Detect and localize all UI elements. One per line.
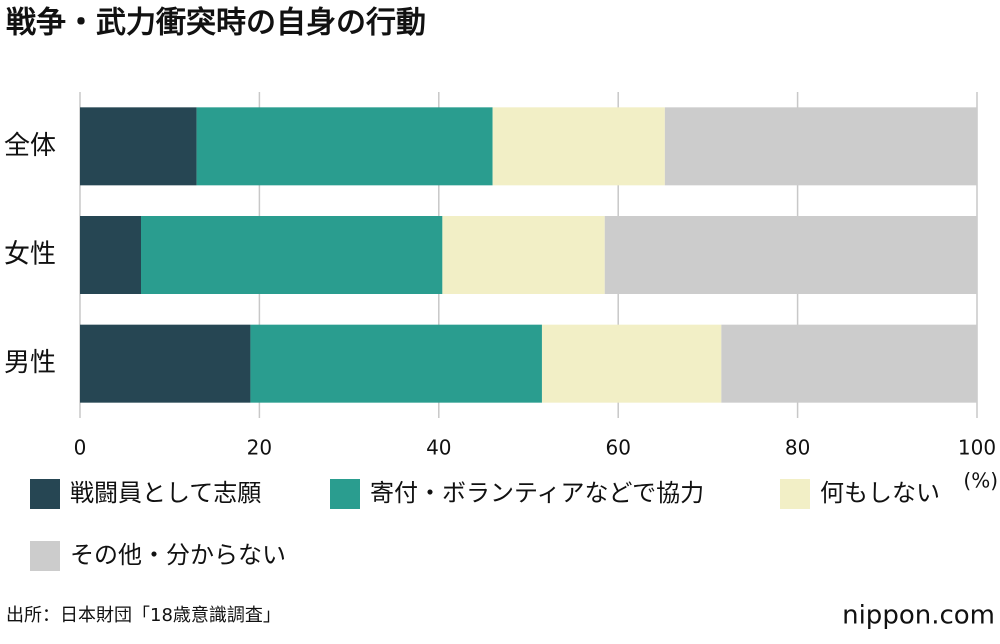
x-tick-label: 0 [74,436,87,460]
bar-segment [492,107,665,186]
bar-segment [541,324,722,403]
bar-segment [80,324,251,403]
bar-segment [442,216,605,294]
x-tick-label: 60 [605,436,630,460]
legend-swatch [780,479,810,509]
bar-segment [604,216,977,294]
x-unit-label: (%) [963,469,998,493]
y-tick-label: 全体 [4,131,56,161]
x-tick-label: 40 [426,436,451,460]
x-tick-label: 80 [785,436,810,460]
legend-label: その他・分からない [70,541,286,569]
legend-swatch [330,479,360,509]
chart-title: 戦争・武力衝突時の自身の行動 [6,6,426,41]
y-tick-label: 女性 [4,240,56,270]
bar-segment [80,216,141,294]
legend-label: 何もしない [820,479,940,507]
bar-segment [721,324,977,403]
x-tick-label: 20 [247,436,272,460]
brand-logo: nippon.com [842,601,995,631]
legend-label: 寄付・ボランティアなどで協力 [370,479,704,507]
bar-segment [250,324,542,403]
bar-segment [196,107,493,186]
y-tick-label: 男性 [4,348,56,378]
legend-label: 戦闘員として志願 [70,479,261,507]
bar-segment [80,107,197,186]
bar-segment [664,107,977,186]
source: 出所：日本財団「18歳意識調査」 [6,605,281,626]
x-tick-label: 100 [958,436,996,460]
legend-swatch [30,541,60,571]
bar-segment [140,216,443,294]
legend-swatch [30,479,60,509]
